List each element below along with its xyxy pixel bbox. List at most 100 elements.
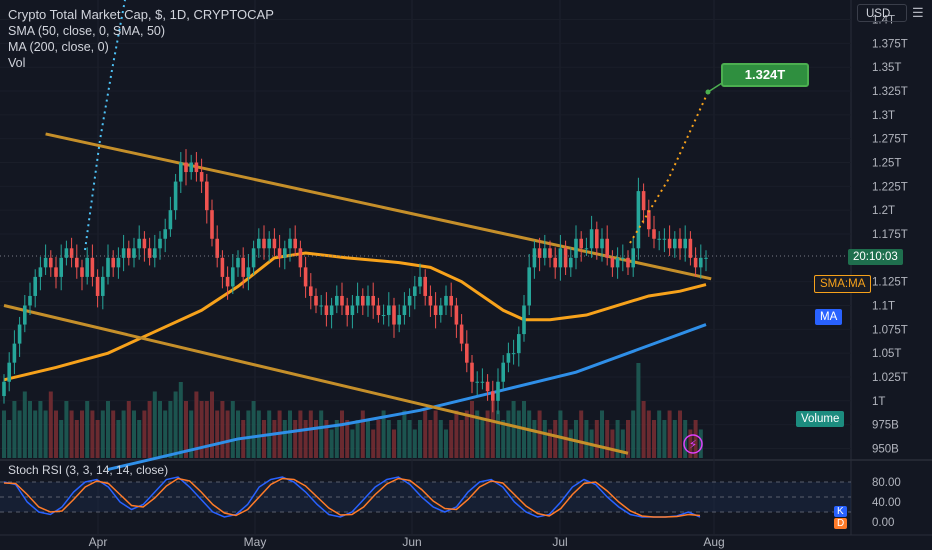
- candle-body: [491, 391, 495, 401]
- x-tick-label: Jul: [552, 535, 567, 549]
- y-tick-label: 1.275T: [872, 134, 908, 146]
- volume-bar: [662, 420, 667, 458]
- volume-bar: [163, 410, 168, 458]
- volume-bar: [688, 429, 693, 458]
- volume-bar: [636, 363, 641, 458]
- volume-bar: [7, 420, 12, 458]
- volume-bar: [402, 410, 407, 458]
- candle-body: [111, 257, 115, 268]
- volume-bar: [350, 429, 355, 458]
- stoch-tick-label: 40.00: [872, 497, 901, 509]
- candle-body: [641, 191, 646, 211]
- sma-legend[interactable]: SMA (50, close, 0, SMA, 50): [8, 24, 166, 38]
- candle-body: [376, 305, 381, 316]
- volume-bar: [210, 391, 214, 458]
- candle-body: [179, 162, 183, 182]
- vol-legend[interactable]: Vol: [8, 56, 26, 70]
- volume-bar: [579, 410, 584, 458]
- candle-body: [210, 210, 214, 239]
- candle-body: [251, 248, 256, 268]
- candle-body: [678, 238, 682, 249]
- volume-bar: [288, 410, 292, 458]
- volume-bar: [418, 420, 422, 458]
- candle-body: [220, 257, 225, 277]
- y-tick-label: 1.075T: [872, 324, 908, 336]
- stoch-rsi-legend[interactable]: Stoch RSI (3, 3, 14, 14, close): [8, 463, 169, 477]
- volume-bar: [464, 410, 469, 458]
- projection-line-left: [84, 0, 126, 251]
- volume-bar: [490, 401, 495, 458]
- candle-body: [64, 248, 69, 258]
- candle-body: [673, 238, 677, 249]
- volume-bar: [537, 410, 542, 458]
- volume-bar: [470, 401, 474, 458]
- volume-bar: [12, 401, 17, 458]
- candle-body: [168, 210, 173, 230]
- volume-bar: [282, 420, 287, 458]
- y-tick-label: 1.1T: [872, 300, 895, 312]
- y-tick-label: 1.175T: [872, 229, 908, 241]
- candle-body: [236, 257, 240, 268]
- y-tick-label: 1.3T: [872, 110, 895, 122]
- volume-bar: [158, 401, 162, 458]
- countdown-badge: 20:10:03: [848, 249, 903, 265]
- volume-bar: [251, 401, 256, 458]
- candle-body: [101, 276, 105, 296]
- stoch-tick-label: 80.00: [872, 477, 901, 489]
- candle-body: [75, 257, 79, 268]
- stoch-k-line: [3, 476, 701, 518]
- candle-body: [407, 295, 412, 306]
- candle-body: [392, 305, 396, 325]
- candle-body: [142, 238, 147, 249]
- volume-bar: [407, 420, 412, 458]
- volume-bar: [329, 429, 334, 458]
- candle-body: [283, 248, 287, 258]
- volume-bar: [594, 420, 599, 458]
- menu-icon[interactable]: ☰: [912, 5, 924, 20]
- candle-body: [615, 257, 620, 268]
- candle-body: [610, 257, 615, 268]
- candle-body: [132, 248, 136, 258]
- lightning-icon: ⚡: [689, 438, 697, 452]
- candle-body: [95, 276, 100, 296]
- volume-bar: [69, 410, 74, 458]
- candle-body: [205, 181, 209, 211]
- candle-body: [480, 381, 485, 383]
- volume-bar: [485, 410, 490, 458]
- candle-body: [262, 238, 266, 249]
- volume-bar: [74, 420, 79, 458]
- volume-bar: [672, 420, 677, 458]
- volume-bar: [17, 410, 22, 458]
- x-tick-label: Apr: [89, 535, 108, 549]
- candle-body: [579, 238, 583, 249]
- candle-body: [569, 257, 573, 268]
- volume-bar: [236, 410, 240, 458]
- candle-body: [345, 305, 349, 316]
- candle-body: [319, 305, 323, 307]
- candle-body: [298, 248, 303, 268]
- y-tick-label: 1.325T: [872, 86, 908, 98]
- candle-body: [584, 248, 589, 250]
- volume-bar: [189, 410, 194, 458]
- price-target-label[interactable]: 1.324T: [721, 63, 809, 87]
- volume-bar: [605, 420, 610, 458]
- chart-title: Crypto Total Market Cap, $, 1D, CRYPTOCA…: [8, 7, 274, 22]
- volume-bar: [340, 410, 344, 458]
- candle-body: [38, 267, 43, 277]
- volume-bar: [199, 401, 204, 458]
- currency-button[interactable]: USD: [857, 4, 907, 22]
- candle-body: [501, 362, 505, 382]
- volume-bar: [475, 410, 480, 458]
- volume-bar: [43, 410, 48, 458]
- ma-legend[interactable]: MA (200, close, 0): [8, 40, 109, 54]
- volume-bar: [542, 420, 547, 458]
- volume-bar: [38, 401, 43, 458]
- y-tick-label: 1.025T: [872, 372, 908, 384]
- candle-body: [381, 315, 386, 317]
- candle-body: [485, 381, 490, 392]
- volume-bar: [121, 410, 126, 458]
- y-tick-label: 950B: [872, 443, 899, 455]
- volume-bar: [272, 420, 277, 458]
